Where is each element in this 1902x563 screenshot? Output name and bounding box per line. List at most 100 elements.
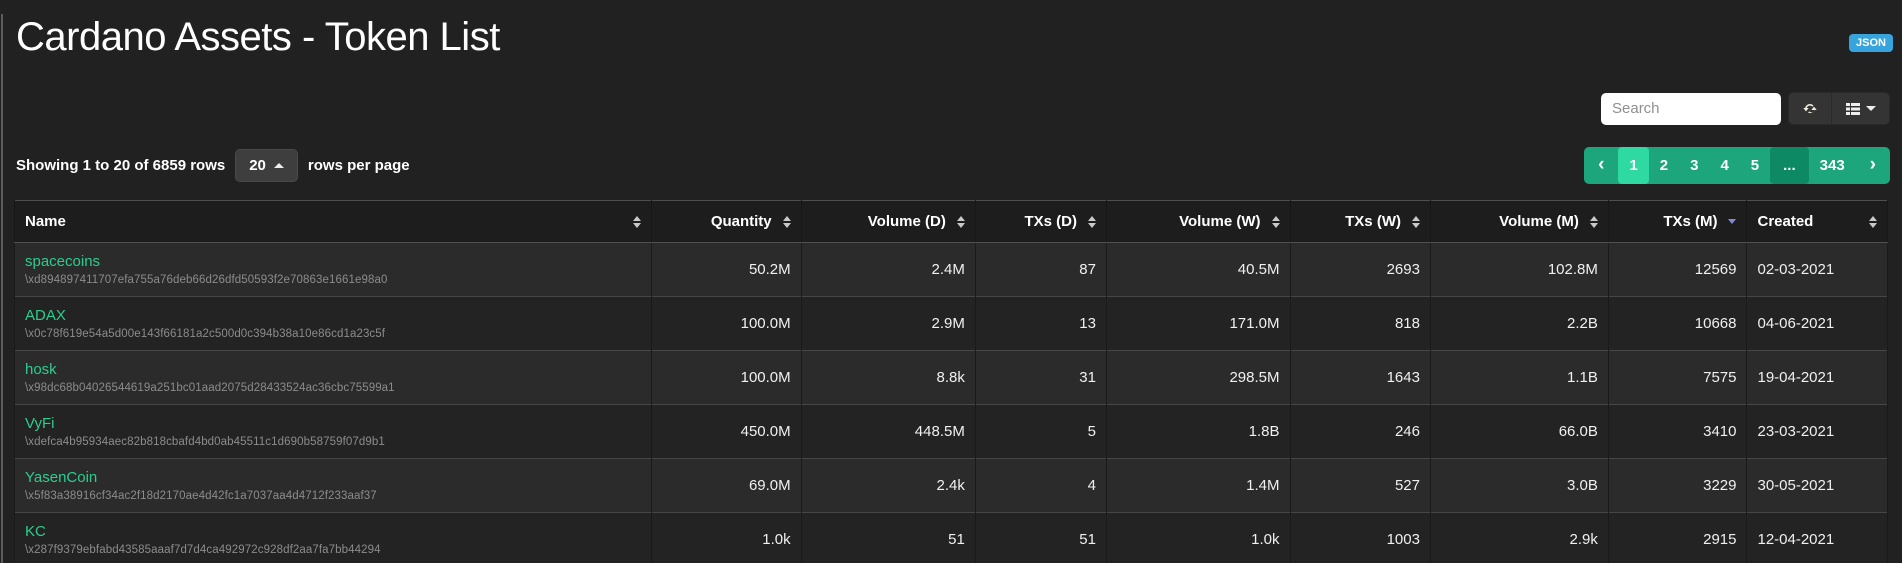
pagination-next-button[interactable]: › bbox=[1856, 147, 1890, 184]
columns-icon bbox=[1845, 102, 1861, 116]
cell-name: hosk \x98dc68b04026544619a251bc01aad2075d… bbox=[14, 350, 652, 405]
cell-name: KC \x287f9379ebfabd43585aaaf7d7d4ca492972… bbox=[14, 512, 652, 563]
pagination-detail: Showing 1 to 20 of 6859 rows 20 rows per… bbox=[16, 148, 410, 182]
table-header-row: Name Quantity Volume (D) TXs (D) Volume (W) T… bbox=[14, 200, 1888, 243]
token-name-link[interactable]: VyFi bbox=[25, 415, 55, 432]
cell-txs-m: 7575 bbox=[1607, 350, 1748, 405]
cell-volume-w: 1.8B bbox=[1105, 404, 1291, 459]
sort-both-icon bbox=[1271, 215, 1280, 228]
column-label: Volume (D) bbox=[867, 213, 946, 230]
table-row: YasenCoin \x5f83a38916cf34ac2f18d2170ae4d… bbox=[14, 458, 1888, 513]
cell-quantity: 69.0M bbox=[650, 458, 802, 513]
cell-txs-w: 818 bbox=[1289, 296, 1431, 351]
cell-volume-d: 51 bbox=[800, 512, 976, 563]
token-name-link[interactable]: hosk bbox=[25, 361, 57, 378]
page-title: Cardano Assets - Token List bbox=[16, 15, 500, 59]
cell-volume-m: 66.0B bbox=[1429, 404, 1609, 459]
cell-txs-d: 51 bbox=[974, 512, 1107, 563]
column-header-volume-m[interactable]: Volume (M) bbox=[1429, 200, 1609, 243]
token-name-link[interactable]: ADAX bbox=[25, 307, 66, 324]
cell-volume-m: 102.8M bbox=[1429, 242, 1609, 297]
cell-volume-w: 1.0k bbox=[1105, 512, 1291, 563]
cell-created: 12-04-2021 bbox=[1746, 512, 1888, 563]
cell-volume-w: 298.5M bbox=[1105, 350, 1291, 405]
caret-down-icon bbox=[1866, 106, 1876, 111]
token-hash: \x0c78f619e54a5d00e143f66181a2c500d0c394… bbox=[25, 328, 386, 340]
cell-name: ADAX \x0c78f619e54a5d00e143f66181a2c500d0… bbox=[14, 296, 652, 351]
column-label: TXs (W) bbox=[1345, 213, 1401, 230]
page-size-value: 20 bbox=[249, 156, 266, 174]
cell-txs-m: 2915 bbox=[1607, 512, 1748, 563]
cell-created: 04-06-2021 bbox=[1746, 296, 1888, 351]
cell-volume-d: 2.9M bbox=[800, 296, 976, 351]
pagination-page-button[interactable]: 4 bbox=[1709, 147, 1739, 184]
search-input[interactable] bbox=[1601, 92, 1781, 125]
refresh-button[interactable] bbox=[1788, 92, 1831, 125]
table-toolbar bbox=[0, 92, 1890, 125]
cell-txs-d: 31 bbox=[974, 350, 1107, 405]
sort-both-icon bbox=[956, 215, 965, 228]
token-hash: \x5f83a38916cf34ac2f18d2170ae4d42fc1a703… bbox=[25, 490, 377, 502]
cell-txs-d: 87 bbox=[974, 242, 1107, 297]
column-header-txs-d[interactable]: TXs (D) bbox=[974, 200, 1107, 243]
cell-volume-d: 448.5M bbox=[800, 404, 976, 459]
column-header-quantity[interactable]: Quantity bbox=[650, 200, 802, 243]
cell-txs-w: 1643 bbox=[1289, 350, 1431, 405]
json-badge[interactable]: JSON bbox=[1849, 34, 1893, 52]
caret-up-icon bbox=[273, 162, 284, 168]
cell-quantity: 50.2M bbox=[650, 242, 802, 297]
column-header-txs-w[interactable]: TXs (W) bbox=[1289, 200, 1431, 243]
token-hash: \xdefca4b95934aec82b818cbafd4bd0ab45511c… bbox=[25, 436, 385, 448]
column-label: Volume (W) bbox=[1179, 213, 1261, 230]
cell-quantity: 1.0k bbox=[650, 512, 802, 563]
columns-button[interactable] bbox=[1831, 92, 1890, 125]
pagination-page-button[interactable]: 1 bbox=[1618, 146, 1649, 184]
pagination-page-button[interactable]: 5 bbox=[1740, 147, 1770, 184]
cell-volume-m: 1.1B bbox=[1429, 350, 1609, 405]
pagination-page-button[interactable]: 3 bbox=[1679, 147, 1709, 184]
token-hash: \x98dc68b04026544619a251bc01aad2075d2843… bbox=[25, 382, 395, 394]
cell-volume-w: 171.0M bbox=[1105, 296, 1291, 351]
cell-volume-d: 8.8k bbox=[800, 350, 976, 405]
token-name-link[interactable]: YasenCoin bbox=[25, 469, 98, 486]
cell-txs-d: 4 bbox=[974, 458, 1107, 513]
column-header-created[interactable]: Created bbox=[1746, 200, 1888, 243]
token-hash: \xd894897411707efa755a76deb66d26dfd50593… bbox=[25, 274, 388, 286]
table-row: ADAX \x0c78f619e54a5d00e143f66181a2c500d0… bbox=[14, 296, 1888, 351]
cell-name: spacecoins \xd894897411707efa755a76deb66d… bbox=[14, 242, 652, 297]
sort-both-icon bbox=[1869, 215, 1877, 228]
sort-desc-icon bbox=[1728, 219, 1737, 224]
table-row: spacecoins \xd894897411707efa755a76deb66d… bbox=[14, 242, 1888, 297]
cell-name: YasenCoin \x5f83a38916cf34ac2f18d2170ae4d… bbox=[14, 458, 652, 513]
cell-volume-d: 2.4M bbox=[800, 242, 976, 297]
column-header-name[interactable]: Name bbox=[14, 200, 652, 243]
cell-created: 30-05-2021 bbox=[1746, 458, 1888, 513]
column-header-volume-w[interactable]: Volume (W) bbox=[1105, 200, 1291, 243]
token-name-link[interactable]: KC bbox=[25, 523, 46, 540]
cell-quantity: 100.0M bbox=[650, 296, 802, 351]
toolbar-button-group bbox=[1788, 92, 1890, 125]
page-size-dropdown[interactable]: 20 bbox=[235, 148, 298, 182]
cell-txs-w: 527 bbox=[1289, 458, 1431, 513]
cell-volume-w: 1.4M bbox=[1105, 458, 1291, 513]
cell-txs-d: 13 bbox=[974, 296, 1107, 351]
cell-txs-m: 3410 bbox=[1607, 404, 1748, 459]
cell-volume-m: 2.2B bbox=[1429, 296, 1609, 351]
column-label: Name bbox=[25, 213, 66, 230]
cell-volume-w: 40.5M bbox=[1105, 242, 1291, 297]
pagination-ellipsis[interactable]: ... bbox=[1770, 146, 1809, 184]
column-label: TXs (M) bbox=[1663, 213, 1718, 230]
token-name-link[interactable]: spacecoins bbox=[25, 253, 101, 270]
pagination-prev-button[interactable]: ‹ bbox=[1584, 147, 1618, 184]
cell-txs-m: 3229 bbox=[1607, 458, 1748, 513]
pagination-page-button[interactable]: 343 bbox=[1809, 147, 1856, 184]
cell-created: 02-03-2021 bbox=[1746, 242, 1888, 297]
cell-txs-w: 246 bbox=[1289, 404, 1431, 459]
cell-txs-d: 5 bbox=[974, 404, 1107, 459]
cell-volume-m: 2.9k bbox=[1429, 512, 1609, 563]
pagination-page-button[interactable]: 2 bbox=[1649, 147, 1679, 184]
column-header-txs-m[interactable]: TXs (M) bbox=[1607, 200, 1748, 243]
column-label: TXs (D) bbox=[1024, 213, 1077, 230]
column-header-volume-d[interactable]: Volume (D) bbox=[800, 200, 976, 243]
cell-quantity: 100.0M bbox=[650, 350, 802, 405]
